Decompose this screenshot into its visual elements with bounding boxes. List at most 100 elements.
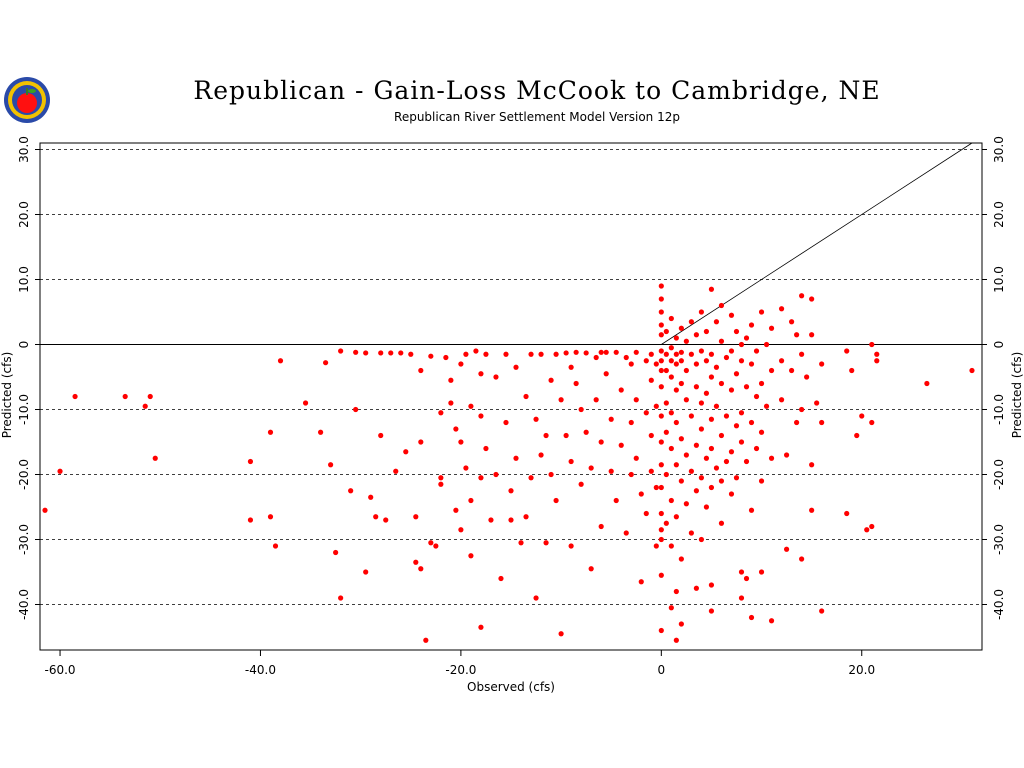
data-point [623, 530, 629, 536]
data-point [553, 351, 559, 357]
data-point [538, 351, 544, 357]
x-tick-label: 20.0 [848, 663, 875, 677]
data-point [633, 397, 639, 403]
data-point [748, 614, 755, 621]
data-point [523, 514, 529, 520]
data-point [758, 309, 765, 315]
chart-title: Republican - Gain-Loss McCook to Cambrid… [193, 76, 881, 105]
data-point [678, 325, 684, 331]
data-point [658, 536, 664, 543]
data-point [418, 566, 424, 572]
data-point [608, 416, 614, 422]
data-point [302, 400, 309, 406]
data-point [558, 397, 564, 403]
data-point [478, 624, 484, 630]
data-point [713, 364, 720, 370]
data-point [383, 517, 389, 523]
data-point [578, 406, 584, 413]
data-point [378, 350, 384, 356]
data-point [528, 475, 534, 481]
data-point [603, 371, 609, 377]
data-point [688, 319, 694, 325]
data-point [678, 380, 684, 387]
data-point [633, 349, 639, 355]
data-point [718, 478, 725, 484]
data-point [668, 410, 674, 416]
data-point [453, 507, 459, 513]
data-point [703, 455, 710, 461]
data-point [548, 471, 554, 478]
data-point [678, 349, 684, 355]
data-point [638, 491, 644, 497]
y-tick-label-left: 30.0 [17, 136, 31, 163]
data-point [247, 458, 254, 465]
data-point [698, 309, 705, 315]
data-point [683, 501, 689, 507]
data-point [658, 439, 664, 445]
data-point [428, 540, 434, 546]
data-point [718, 520, 725, 526]
data-point [763, 341, 770, 348]
data-point [869, 523, 875, 530]
data-point [658, 283, 664, 289]
data-point [743, 458, 750, 465]
data-point [513, 364, 519, 370]
data-point [658, 527, 664, 533]
data-point [368, 494, 374, 500]
data-point [508, 488, 514, 494]
data-point [558, 631, 564, 637]
x-axis-label: Observed (cfs) [467, 680, 555, 694]
data-point [844, 510, 850, 517]
one-to-one-line [661, 142, 973, 345]
data-point [768, 367, 775, 374]
data-point [718, 432, 725, 439]
data-point [653, 361, 659, 367]
y-tick-label-right: -30.0 [992, 524, 1006, 555]
data-point [378, 432, 384, 439]
data-point [623, 354, 629, 361]
data-point [658, 367, 664, 374]
data-point [317, 429, 324, 435]
data-point [628, 419, 634, 426]
data-point [673, 514, 679, 520]
data-point [658, 627, 664, 634]
data-point [438, 481, 444, 487]
chart-subtitle: Republican River Settlement Model Versio… [394, 110, 680, 124]
data-point [708, 582, 715, 588]
data-point [573, 380, 579, 387]
data-point [809, 462, 815, 468]
data-point [267, 429, 274, 435]
data-point [518, 540, 524, 546]
data-point [658, 510, 664, 517]
data-point [272, 543, 279, 549]
data-point [458, 361, 464, 367]
data-point [418, 367, 424, 374]
data-point [453, 426, 459, 432]
data-point [718, 302, 725, 309]
data-point [588, 566, 594, 572]
data-point [703, 358, 710, 364]
data-point [673, 335, 679, 341]
data-point [668, 315, 674, 322]
data-point [628, 361, 634, 367]
data-point [763, 403, 770, 409]
data-point [713, 465, 720, 471]
data-point [57, 468, 63, 474]
data-point [463, 465, 469, 471]
data-point [323, 360, 329, 366]
data-point [733, 371, 740, 377]
data-point [548, 377, 554, 383]
data-point [688, 351, 694, 357]
data-point [648, 351, 654, 357]
data-point [388, 350, 394, 356]
data-point [653, 484, 659, 491]
data-point [473, 348, 479, 354]
data-point [693, 585, 699, 591]
data-point [568, 543, 574, 549]
data-point [758, 429, 765, 435]
data-point [799, 406, 805, 413]
data-point [663, 328, 669, 335]
data-point [799, 556, 805, 562]
axes [35, 142, 987, 656]
data-point [738, 358, 745, 364]
